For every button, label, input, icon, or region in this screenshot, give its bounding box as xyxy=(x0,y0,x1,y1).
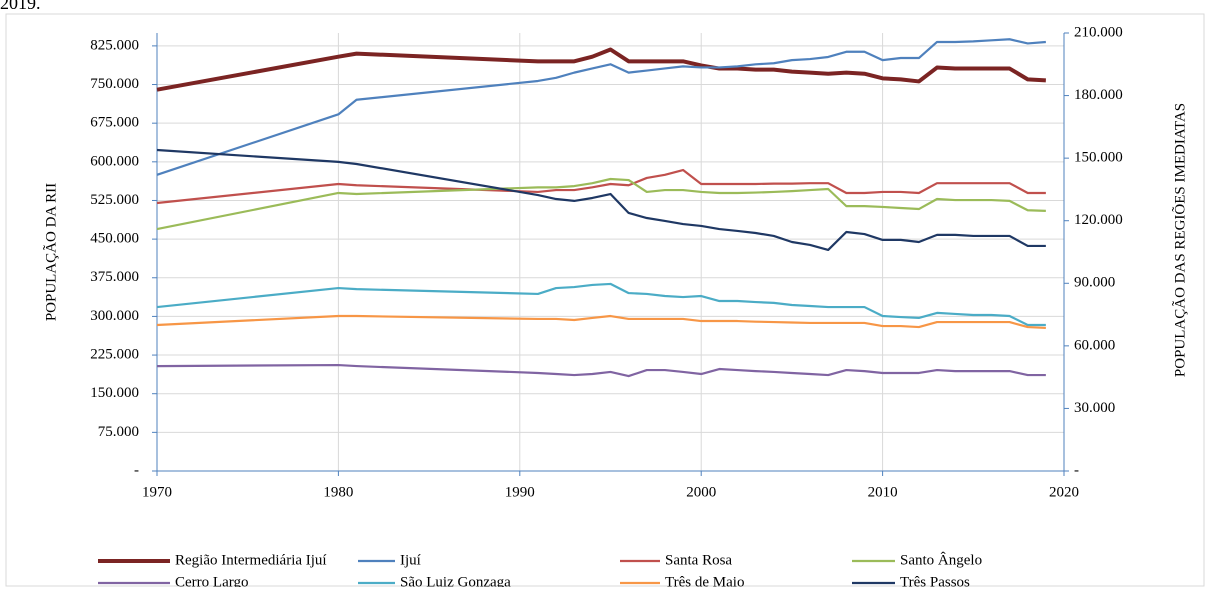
y2-tick-label: 90.000 xyxy=(1074,275,1115,291)
legend-label: Ijuí xyxy=(400,552,421,568)
x-tick-label: 2020 xyxy=(1049,484,1079,500)
y-tick-label: 525.000 xyxy=(90,192,139,208)
legend-label: Três de Maio xyxy=(665,574,744,587)
series-line xyxy=(156,363,1046,378)
legend-label: Três Passos xyxy=(900,574,970,587)
y-tick-label: 600.000 xyxy=(90,153,139,169)
y-tick-label: 150.000 xyxy=(90,385,139,401)
series-line xyxy=(156,282,1046,327)
y-tick-label: 300.000 xyxy=(90,308,139,324)
y-tick-label: 225.000 xyxy=(90,346,139,362)
series-line xyxy=(156,314,1046,330)
series-line xyxy=(156,148,1046,252)
y2-tick-label: 180.000 xyxy=(1074,87,1123,103)
y2-tick-label: 60.000 xyxy=(1074,337,1115,353)
legend-label: Cerro Largo xyxy=(175,574,248,587)
series-line xyxy=(156,168,1046,205)
caption: 2019. xyxy=(0,0,41,13)
x-tick-label: 1980 xyxy=(323,484,353,500)
y2-axis-title: POPULAÇÃO DAS REGIÕES IMEDIATAS xyxy=(1171,103,1188,377)
y-tick-label: 750.000 xyxy=(90,76,139,92)
y-tick-label: 75.000 xyxy=(98,424,139,440)
legend-label: Santa Rosa xyxy=(665,552,732,568)
legend-label: Região Intermediária Ijuí xyxy=(175,552,327,568)
series-line xyxy=(156,38,1046,176)
series-line xyxy=(156,47,1046,92)
y2-tick-label: 30.000 xyxy=(1074,400,1115,416)
y-tick-label: 675.000 xyxy=(90,115,139,131)
x-tick-label: 1990 xyxy=(505,484,535,500)
x-tick-label: 1970 xyxy=(142,484,172,500)
y2-tick-label: - xyxy=(1074,462,1079,478)
x-tick-label: 2010 xyxy=(868,484,898,500)
series-line xyxy=(156,177,1046,231)
y2-tick-label: 210.000 xyxy=(1074,24,1123,40)
x-tick-label: 2000 xyxy=(686,484,716,500)
y-tick-label: - xyxy=(134,462,139,478)
y-tick-label: 375.000 xyxy=(90,269,139,285)
y2-tick-label: 150.000 xyxy=(1074,150,1123,166)
y-tick-label: 450.000 xyxy=(90,231,139,247)
y-tick-label: 825.000 xyxy=(90,37,139,53)
y-axis-title: POPULAÇÃO DA RII xyxy=(43,183,59,321)
chart-border xyxy=(5,13,1205,587)
legend-label: São Luiz Gonzaga xyxy=(400,574,511,587)
y2-tick-label: 120.000 xyxy=(1074,212,1123,228)
legend-label: Santo Ângelo xyxy=(900,551,982,568)
